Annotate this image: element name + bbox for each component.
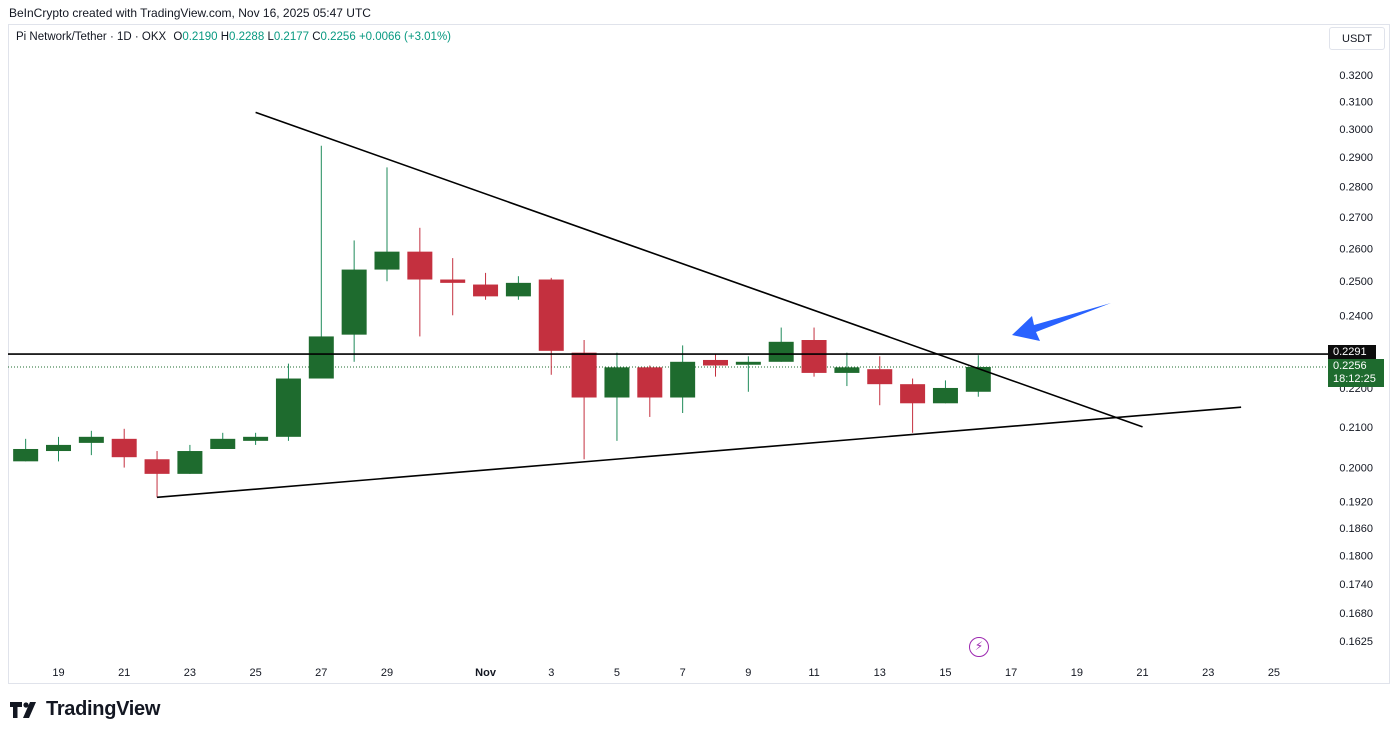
low-label: L xyxy=(267,31,274,43)
symbol-label: Pi Network/Tether · 1D · OKX xyxy=(16,31,167,43)
bullish-candle xyxy=(735,361,761,365)
bullish-candle xyxy=(932,387,958,404)
bullish-candle xyxy=(308,336,334,379)
price-axis-label: 0.3000 xyxy=(1339,124,1373,136)
price-axis-label: 0.2500 xyxy=(1339,276,1373,288)
high-label: H xyxy=(220,31,230,43)
open-value: 0.2190 xyxy=(182,31,218,43)
arrow-annotation-icon[interactable] xyxy=(1012,303,1111,341)
price-axis-label: 0.1860 xyxy=(1339,523,1373,535)
price-axis-label: 0.1740 xyxy=(1339,579,1373,591)
bullish-candle xyxy=(965,366,991,392)
current-price-badge: 0.2256 18:12:25 xyxy=(1328,359,1384,387)
price-axis-label: 0.2400 xyxy=(1339,310,1373,322)
time-axis-label: 19 xyxy=(52,667,64,679)
chart-credit: BeInCrypto created with TradingView.com,… xyxy=(9,6,371,20)
descending-trendline[interactable] xyxy=(255,111,1143,428)
bullish-candle xyxy=(78,436,104,443)
countdown-timer: 18:12:25 xyxy=(1333,373,1376,385)
price-axis-label: 0.2600 xyxy=(1339,243,1373,255)
price-axis-label: 0.1680 xyxy=(1339,608,1373,620)
bullish-candle xyxy=(670,361,696,398)
bullish-candle xyxy=(374,251,400,270)
price-axis-label: 0.2000 xyxy=(1339,463,1373,475)
time-axis-label: 27 xyxy=(315,667,327,679)
bearish-candle xyxy=(440,279,466,283)
bullish-candle xyxy=(834,367,860,373)
time-axis-label: 5 xyxy=(614,667,620,679)
high-value: 0.2288 xyxy=(229,31,265,43)
ohlc-legend: Pi Network/Tether · 1D · OKX O0.2190 H0.… xyxy=(16,31,451,43)
low-value: 0.2177 xyxy=(273,31,310,43)
time-axis-label: 3 xyxy=(548,667,554,679)
close-value: 0.2256 xyxy=(320,31,356,43)
time-axis-label: 21 xyxy=(1136,667,1148,679)
price-axis-label: 0.1800 xyxy=(1339,551,1373,563)
time-axis-label: 11 xyxy=(808,667,819,679)
bearish-candle xyxy=(801,340,827,373)
bearish-candle xyxy=(637,367,663,398)
time-axis-label: 17 xyxy=(1005,667,1017,679)
time-axis-label: Nov xyxy=(475,667,497,679)
close-label: C xyxy=(312,31,321,43)
bearish-candle xyxy=(407,251,433,280)
time-axis-label: 19 xyxy=(1071,667,1083,679)
time-axis-label: 7 xyxy=(680,667,686,679)
currency-button[interactable]: USDT xyxy=(1329,27,1385,50)
time-axis-label: 25 xyxy=(249,667,261,679)
bullish-candle xyxy=(243,436,269,441)
time-axis-label: 29 xyxy=(381,667,393,679)
bearish-candle xyxy=(144,459,170,474)
bearish-candle xyxy=(900,384,926,404)
time-axis-label: 23 xyxy=(184,667,196,679)
bullish-candle xyxy=(341,269,367,335)
resistance-price-badge: 0.2291 xyxy=(1328,345,1376,360)
time-axis-label: 9 xyxy=(745,667,751,679)
current-price-value: 0.2256 xyxy=(1333,360,1367,372)
bullish-candle xyxy=(768,341,794,362)
bullish-candle xyxy=(604,367,630,398)
bearish-candle xyxy=(703,359,728,366)
price-axis-label: 0.3100 xyxy=(1339,97,1373,109)
time-axis-label: 23 xyxy=(1202,667,1214,679)
bullish-candle xyxy=(505,282,531,297)
bullish-candle xyxy=(13,448,39,462)
time-axis-label: 25 xyxy=(1268,667,1280,679)
price-axis-label: 0.1625 xyxy=(1339,636,1373,648)
bearish-candle xyxy=(111,438,137,458)
bearish-candle xyxy=(867,369,893,385)
tradingview-logo[interactable]: TradingView xyxy=(10,698,160,721)
lightning-event-icon[interactable]: ⚡ xyxy=(969,637,989,657)
bearish-candle xyxy=(473,284,499,297)
time-axis-label: 15 xyxy=(939,667,951,679)
time-axis-label: 13 xyxy=(874,667,886,679)
open-label: O xyxy=(173,31,183,43)
bearish-candle xyxy=(538,279,564,351)
tradingview-wordmark: TradingView xyxy=(46,698,161,720)
bullish-candle xyxy=(210,438,236,449)
tradingview-logo-icon xyxy=(10,701,36,718)
bullish-candle xyxy=(275,378,301,437)
price-axis-label: 0.3200 xyxy=(1339,70,1373,82)
price-axis-label: 0.2100 xyxy=(1339,422,1373,434)
bullish-candle xyxy=(46,444,71,452)
price-axis-label: 0.2700 xyxy=(1339,212,1373,224)
bearish-candle xyxy=(571,352,597,398)
time-axis-label: 21 xyxy=(118,667,130,679)
price-axis-label: 0.1920 xyxy=(1339,497,1373,509)
price-axis-label: 0.2900 xyxy=(1339,152,1373,164)
price-axis-label: 0.2800 xyxy=(1339,182,1373,194)
ascending-trendline[interactable] xyxy=(156,406,1242,499)
bullish-candle xyxy=(177,451,203,474)
change-value: +0.0066 (+3.01%) xyxy=(358,31,452,43)
